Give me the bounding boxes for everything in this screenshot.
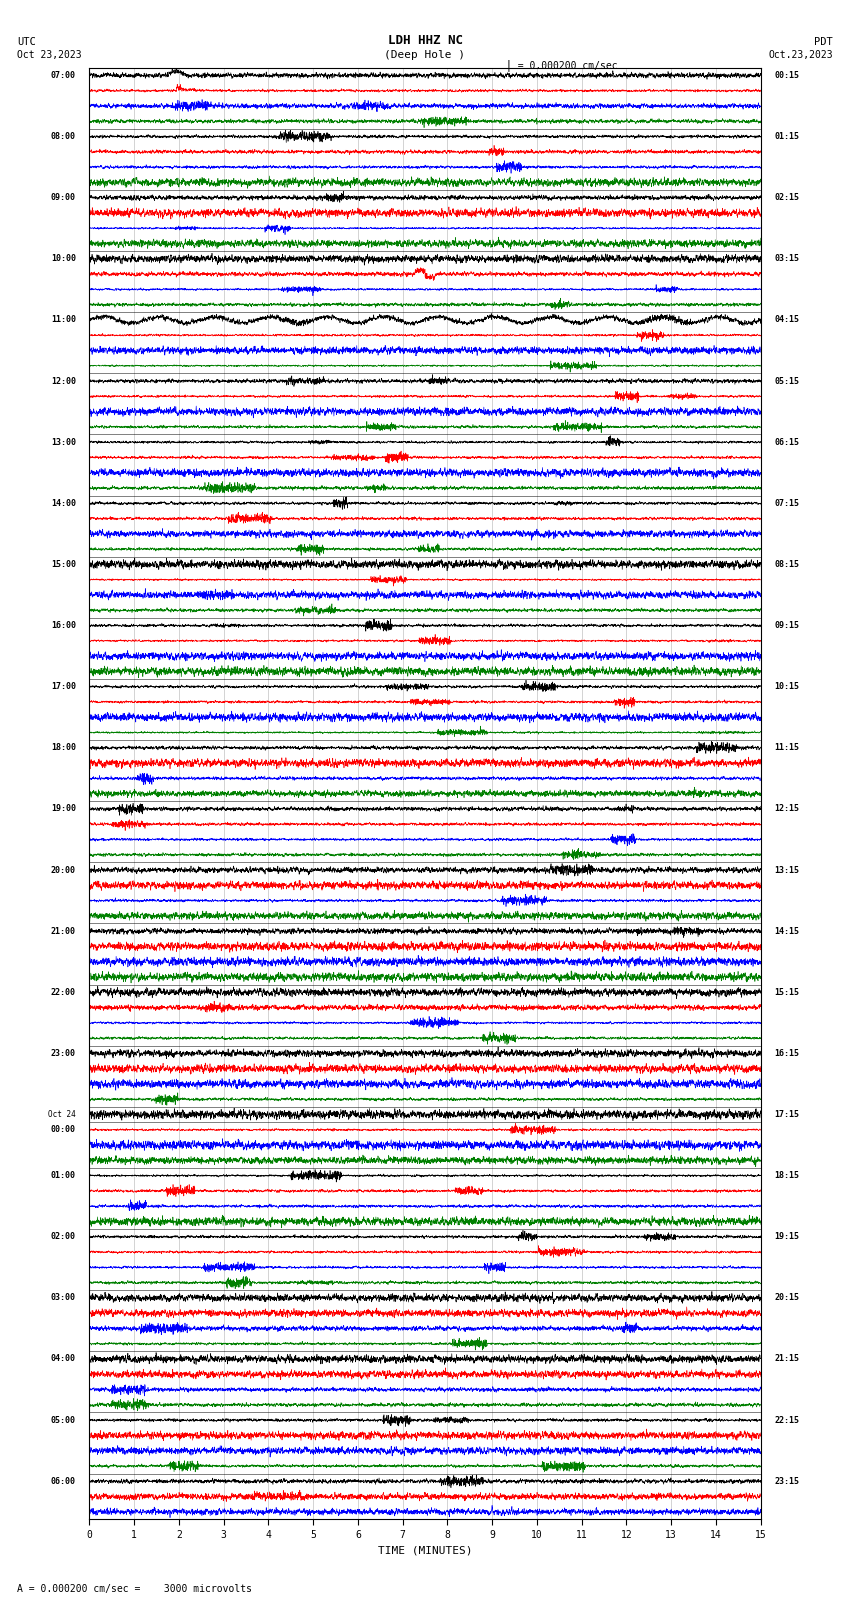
Text: UTC: UTC — [17, 37, 36, 47]
Text: 17:00: 17:00 — [51, 682, 76, 690]
Text: 09:15: 09:15 — [774, 621, 799, 631]
Text: 14:00: 14:00 — [51, 498, 76, 508]
Text: A = 0.000200 cm/sec =    3000 microvolts: A = 0.000200 cm/sec = 3000 microvolts — [17, 1584, 252, 1594]
Text: 05:00: 05:00 — [51, 1416, 76, 1424]
Text: 18:00: 18:00 — [51, 744, 76, 752]
Text: 16:15: 16:15 — [774, 1048, 799, 1058]
Text: 10:00: 10:00 — [51, 255, 76, 263]
Text: PDT: PDT — [814, 37, 833, 47]
Text: 23:15: 23:15 — [774, 1478, 799, 1486]
Text: 20:00: 20:00 — [51, 866, 76, 874]
Text: 16:00: 16:00 — [51, 621, 76, 631]
Text: 00:15: 00:15 — [774, 71, 799, 81]
Text: 23:00: 23:00 — [51, 1048, 76, 1058]
Text: 13:15: 13:15 — [774, 866, 799, 874]
Text: 03:00: 03:00 — [51, 1294, 76, 1302]
Text: 08:15: 08:15 — [774, 560, 799, 569]
Text: 06:00: 06:00 — [51, 1478, 76, 1486]
Text: 07:15: 07:15 — [774, 498, 799, 508]
Text: 18:15: 18:15 — [774, 1171, 799, 1181]
Text: 02:15: 02:15 — [774, 194, 799, 202]
Text: 03:15: 03:15 — [774, 255, 799, 263]
Text: 00:00: 00:00 — [51, 1126, 76, 1134]
Text: ⎮ = 0.000200 cm/sec: ⎮ = 0.000200 cm/sec — [506, 60, 617, 71]
Text: 15:00: 15:00 — [51, 560, 76, 569]
Text: 12:00: 12:00 — [51, 376, 76, 386]
Text: 17:15: 17:15 — [774, 1110, 799, 1119]
Text: 10:15: 10:15 — [774, 682, 799, 690]
Text: 21:00: 21:00 — [51, 926, 76, 936]
Text: 05:15: 05:15 — [774, 376, 799, 386]
Text: 04:15: 04:15 — [774, 316, 799, 324]
Text: 22:15: 22:15 — [774, 1416, 799, 1424]
Text: 14:15: 14:15 — [774, 926, 799, 936]
Text: 12:15: 12:15 — [774, 805, 799, 813]
Text: 21:15: 21:15 — [774, 1355, 799, 1363]
Text: 01:15: 01:15 — [774, 132, 799, 140]
Text: 01:00: 01:00 — [51, 1171, 76, 1181]
Text: 20:15: 20:15 — [774, 1294, 799, 1302]
Text: 06:15: 06:15 — [774, 437, 799, 447]
Text: LDH HHZ NC: LDH HHZ NC — [388, 34, 462, 47]
Text: 09:00: 09:00 — [51, 194, 76, 202]
Text: Oct 23,2023: Oct 23,2023 — [17, 50, 82, 60]
Text: 19:00: 19:00 — [51, 805, 76, 813]
Text: 13:00: 13:00 — [51, 437, 76, 447]
Text: 04:00: 04:00 — [51, 1355, 76, 1363]
Text: 07:00: 07:00 — [51, 71, 76, 81]
Text: 08:00: 08:00 — [51, 132, 76, 140]
Text: 11:00: 11:00 — [51, 316, 76, 324]
Text: Oct 24: Oct 24 — [48, 1110, 76, 1119]
Text: 11:15: 11:15 — [774, 744, 799, 752]
Text: 02:00: 02:00 — [51, 1232, 76, 1242]
Text: Oct.23,2023: Oct.23,2023 — [768, 50, 833, 60]
X-axis label: TIME (MINUTES): TIME (MINUTES) — [377, 1545, 473, 1555]
Text: 19:15: 19:15 — [774, 1232, 799, 1242]
Text: 15:15: 15:15 — [774, 987, 799, 997]
Text: (Deep Hole ): (Deep Hole ) — [384, 50, 466, 60]
Text: 22:00: 22:00 — [51, 987, 76, 997]
